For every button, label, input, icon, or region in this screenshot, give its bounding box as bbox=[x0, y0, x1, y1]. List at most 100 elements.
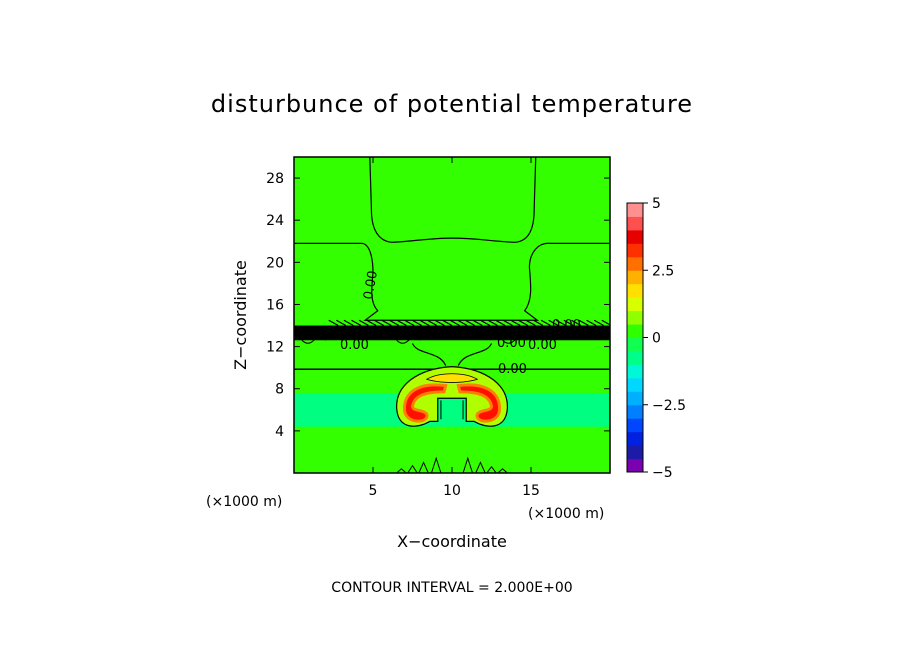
tropopause-ripple bbox=[328, 319, 339, 327]
contour-label: 0.00 bbox=[498, 362, 527, 377]
x-tick-label: 5 bbox=[369, 483, 378, 499]
contour-label: 0.00 bbox=[528, 338, 557, 353]
tropopause-ripple bbox=[510, 319, 521, 327]
colorbar-tick-label: 0 bbox=[652, 331, 661, 347]
tropopause-ripple bbox=[343, 319, 354, 327]
x-axis-unit-left: (×1000 m) bbox=[206, 494, 282, 510]
tropopause-ripple bbox=[586, 319, 597, 327]
tropopause-ripple bbox=[381, 319, 392, 327]
contour-label: 0.00 bbox=[361, 270, 381, 301]
contour-label: 0.00 bbox=[497, 336, 526, 351]
tropopause-ripple bbox=[358, 319, 369, 327]
surface-contour bbox=[462, 456, 474, 473]
tropopause-ripple bbox=[464, 319, 476, 327]
tropopause-ripple bbox=[389, 319, 400, 327]
thermal-stem bbox=[440, 400, 464, 420]
x-axis-ticks: 5 10 15 bbox=[369, 157, 540, 499]
tropopause-ripple bbox=[518, 319, 529, 327]
tropopause-ripple bbox=[472, 319, 483, 327]
chart-title: disturbunce of potential temperature bbox=[211, 90, 693, 118]
tropopause-wave bbox=[502, 336, 527, 344]
tropopause-ripple bbox=[548, 319, 559, 327]
colorbar-swatch bbox=[627, 445, 643, 460]
contour-labels: 0.00 0.00 0.00 0.00 0.00 0.00 bbox=[340, 270, 581, 377]
y-tick-label: 8 bbox=[275, 382, 284, 398]
surface-contour bbox=[486, 465, 497, 473]
right-lobe-contour bbox=[411, 343, 493, 366]
tropopause-ripple bbox=[502, 319, 513, 327]
tropopause-ripple bbox=[419, 319, 430, 327]
thermal-warm-ring-right bbox=[456, 383, 501, 423]
contour-label: 0.00 bbox=[552, 318, 581, 333]
tropopause-ripple bbox=[396, 319, 407, 327]
tropopause-ripple bbox=[525, 319, 536, 327]
surface-contour bbox=[430, 456, 442, 473]
tropopause-ripple bbox=[434, 319, 445, 327]
tropopause-ripple bbox=[480, 319, 491, 327]
colorbar-ticks: 5 2.5 0 −2.5 −5 bbox=[643, 196, 686, 481]
colorbar-swatch bbox=[627, 324, 643, 338]
surface-contour bbox=[396, 468, 407, 473]
tropopause-ripple bbox=[336, 319, 347, 327]
colorbar-swatch bbox=[627, 243, 643, 258]
tropopause-ripple bbox=[457, 319, 468, 327]
tropopause-ripple bbox=[442, 319, 453, 327]
tropopause-wave bbox=[301, 336, 327, 344]
tropopause-contour-band bbox=[294, 325, 610, 341]
colorbar-swatch bbox=[627, 431, 643, 446]
colorbar bbox=[626, 202, 644, 473]
colorbar-swatch bbox=[627, 404, 643, 419]
y-tick-label: 24 bbox=[266, 213, 284, 229]
y-tick-label: 28 bbox=[266, 171, 284, 187]
tropopause-ripple bbox=[578, 319, 589, 327]
colorbar-swatch bbox=[627, 310, 643, 325]
colorbar-swatch bbox=[627, 337, 643, 352]
tropopause-ripple bbox=[533, 319, 544, 327]
colorbar-swatch bbox=[627, 229, 643, 244]
colorbar-swatch bbox=[627, 418, 643, 433]
thermal-cap bbox=[425, 373, 479, 383]
tropopause-ripple bbox=[427, 319, 438, 327]
tropopause-ripple bbox=[540, 319, 551, 327]
surface-contour bbox=[418, 461, 429, 473]
colorbar-swatch bbox=[627, 283, 643, 298]
y-tick-label: 16 bbox=[266, 297, 284, 313]
colorbar-swatch bbox=[627, 203, 643, 217]
surface-contours bbox=[396, 456, 508, 473]
colorbar-swatch bbox=[627, 256, 643, 271]
left-lobe-contour bbox=[369, 157, 537, 243]
colorbar-swatch bbox=[627, 350, 643, 365]
colorbar-tick-label: −5 bbox=[652, 465, 673, 481]
tropopause-ripple bbox=[563, 319, 574, 327]
y-tick-label: 4 bbox=[275, 424, 284, 440]
surface-contour bbox=[475, 461, 486, 473]
tropopause-ripple bbox=[351, 319, 362, 327]
x-tick-label: 10 bbox=[443, 483, 461, 499]
colorbar-tick-label: −2.5 bbox=[652, 398, 686, 414]
tropopause-ripple bbox=[495, 319, 506, 327]
y-tick-label: 20 bbox=[266, 255, 284, 271]
colorbar-swatch bbox=[627, 391, 643, 406]
colorbar-swatch bbox=[627, 377, 643, 392]
tropopause-ripple bbox=[487, 319, 498, 327]
y-axis-unit: (×1000 m) bbox=[528, 506, 604, 522]
contour-label: 0.00 bbox=[340, 338, 369, 353]
colorbar-tick-label: 2.5 bbox=[652, 263, 674, 279]
y-axis-label: Z−coordinate bbox=[231, 260, 250, 370]
tropopause-ripple bbox=[571, 319, 582, 327]
contour-interval-text: CONTOUR INTERVAL = 2.000E+00 bbox=[331, 580, 572, 596]
tropopause-ripple bbox=[366, 319, 377, 327]
tropopause-ripple bbox=[555, 319, 567, 327]
tropopause-ripple bbox=[411, 319, 422, 327]
y-tick-label: 12 bbox=[266, 340, 284, 356]
tropopause-ripple bbox=[593, 319, 604, 327]
tropopause-ripple bbox=[373, 319, 385, 327]
colorbar-swatch bbox=[627, 297, 643, 312]
surface-contour bbox=[407, 464, 418, 473]
colorbar-swatch bbox=[627, 458, 643, 473]
tropopause-ripple bbox=[404, 319, 415, 327]
thermal-warm-ring-left bbox=[403, 383, 448, 423]
colorbar-swatch bbox=[627, 364, 643, 379]
